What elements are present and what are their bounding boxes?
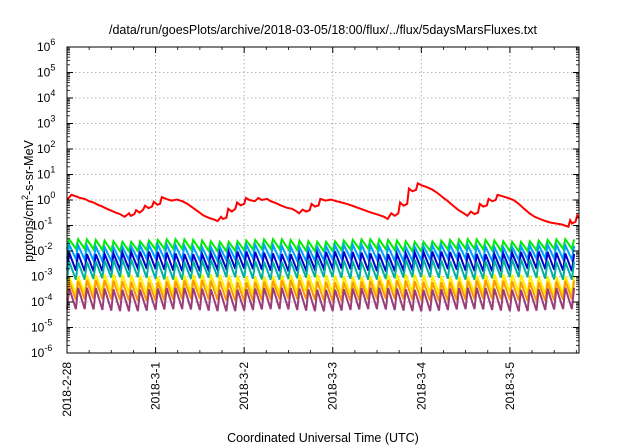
y-tick-label-base: 10: [37, 40, 51, 54]
y-axis-label: protons/cm2-s-sr-MeV: [20, 139, 36, 261]
series-line-1: [66, 236, 576, 254]
series-line-4: [66, 259, 576, 281]
y-axis-label-post: -s-sr-MeV: [22, 139, 36, 195]
y-tick-label: 10-2: [31, 241, 52, 258]
y-tick-label: 10-4: [31, 292, 52, 309]
series-line-2: [66, 241, 576, 265]
y-tick-label: 101: [37, 165, 55, 182]
y-tick-label-exponent: 3: [50, 114, 55, 124]
y-tick-label-exponent: 4: [50, 88, 55, 98]
y-tick-label-exponent: -6: [44, 343, 52, 353]
y-tick-label-exponent: 5: [50, 63, 55, 73]
y-tick-label-base: 10: [31, 321, 45, 335]
x-tick-label: 2018-3-5: [503, 362, 517, 410]
y-tick-label-exponent: -4: [44, 292, 52, 302]
y-axis-label-pre: protons/cm: [22, 200, 36, 262]
y-tick-label-exponent: -5: [44, 318, 52, 328]
y-tick-label-exponent: 1: [50, 165, 55, 175]
y-tick-label: 106: [37, 37, 55, 54]
series-line-7: [66, 287, 576, 312]
y-tick-label-exponent: -1: [44, 216, 52, 226]
y-tick-label: 10-1: [31, 216, 52, 233]
series-line-5: [66, 274, 576, 295]
y-axis-label-sup: 2: [20, 195, 30, 200]
y-tick-label: 10-3: [31, 267, 52, 284]
series-line-0: [66, 181, 580, 228]
y-tick-label-exponent: -2: [44, 241, 52, 251]
x-axis-label: Coordinated Universal Time (UTC): [227, 431, 419, 445]
y-tick-label-base: 10: [31, 270, 45, 284]
y-tick-label: 100: [37, 190, 55, 207]
chart-title: /data/run/goesPlots/archive/2018-03-05/1…: [109, 23, 538, 37]
y-tick-label: 102: [37, 139, 55, 156]
y-tick-label: 10-5: [31, 318, 52, 335]
x-tick-label: 2018-3-3: [326, 362, 340, 410]
x-tick-labels: 2018-2-28 2018-3-1 2018-3-2 2018-3-3 2018-3-…: [60, 362, 517, 417]
series-line-6: [66, 279, 576, 302]
y-tick-label-exponent: 6: [50, 37, 55, 47]
x-tick-label: 2018-3-4: [414, 362, 428, 410]
y-tick-label-base: 10: [31, 346, 45, 360]
y-tick-label-base: 10: [37, 142, 51, 156]
y-tick-label: 10-6: [31, 343, 52, 360]
y-tick-label-base: 10: [31, 244, 45, 258]
axis-ticks: [66, 46, 579, 354]
x-tick-label: 2018-3-1: [149, 362, 163, 410]
y-tick-label-exponent: 2: [50, 139, 55, 149]
series-line-3: [66, 248, 576, 275]
y-tick-label-exponent: -3: [44, 267, 52, 277]
y-tick-label-base: 10: [37, 168, 51, 182]
y-tick-labels: 10610510410310210110010-110-210-310-410-…: [31, 37, 55, 360]
y-tick-label-base: 10: [31, 295, 45, 309]
y-tick-label-base: 10: [37, 66, 51, 80]
y-tick-label-base: 10: [37, 91, 51, 105]
plot-lines: [66, 181, 580, 312]
y-tick-label-base: 10: [37, 193, 51, 207]
y-tick-label-base: 10: [31, 219, 45, 233]
y-tick-label: 104: [37, 88, 55, 105]
y-tick-label: 103: [37, 114, 55, 131]
y-tick-label-base: 10: [37, 117, 51, 131]
x-tick-label: 2018-3-2: [237, 362, 251, 410]
y-tick-label-exponent: 0: [50, 190, 55, 200]
y-tick-label: 105: [37, 63, 55, 80]
x-tick-label: 2018-2-28: [60, 362, 74, 417]
